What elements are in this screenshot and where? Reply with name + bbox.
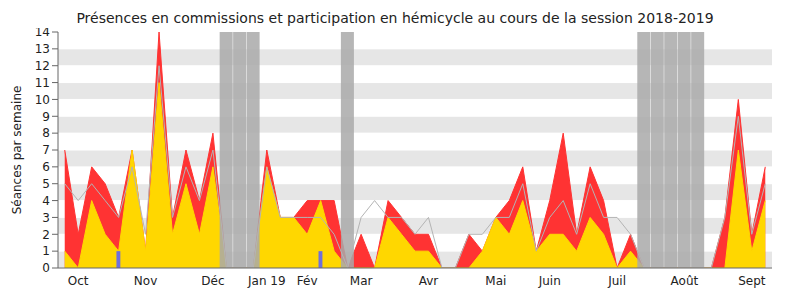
svg-text:Fév: Fév: [297, 274, 318, 288]
svg-text:Juin: Juin: [538, 274, 561, 288]
svg-text:6: 6: [42, 160, 50, 174]
svg-text:Jan 19: Jan 19: [247, 274, 286, 288]
svg-text:0: 0: [42, 261, 50, 275]
svg-text:Nov: Nov: [134, 274, 157, 288]
svg-text:14: 14: [35, 28, 50, 39]
svg-text:Mar: Mar: [350, 274, 373, 288]
svg-text:1: 1: [42, 244, 50, 258]
svg-text:Oct: Oct: [68, 274, 89, 288]
svg-text:7: 7: [42, 143, 50, 157]
svg-text:10: 10: [35, 93, 50, 107]
svg-text:Séances par semaine: Séances par semaine: [10, 86, 24, 215]
svg-text:Déc: Déc: [201, 274, 224, 288]
svg-text:3: 3: [42, 211, 50, 225]
svg-text:Août: Août: [671, 274, 699, 288]
svg-text:9: 9: [42, 110, 50, 124]
html-text:Présences en commissions et pa: Présences en commissions et participatio…: [76, 10, 714, 26]
svg-text:11: 11: [35, 76, 50, 90]
svg-text:Sept: Sept: [738, 274, 766, 288]
svg-text:4: 4: [42, 194, 50, 208]
svg-text:5: 5: [42, 177, 50, 191]
svg-text:13: 13: [35, 42, 50, 56]
svg-text:2: 2: [42, 228, 50, 242]
svg-text:Mai: Mai: [485, 274, 506, 288]
svg-text:12: 12: [35, 59, 50, 73]
svg-text:Juil: Juil: [607, 274, 626, 288]
svg-text:Avr: Avr: [419, 274, 439, 288]
svg-text:8: 8: [42, 126, 50, 140]
